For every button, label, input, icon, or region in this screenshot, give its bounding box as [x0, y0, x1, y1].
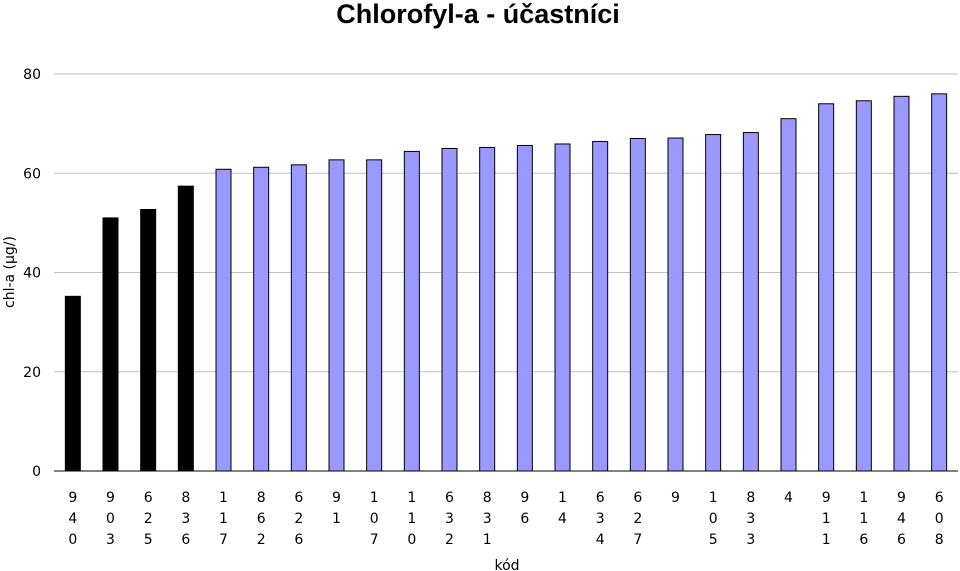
bar-911: [818, 103, 835, 472]
bar-946: [893, 95, 910, 472]
bar-634: [592, 140, 609, 472]
bar-4: [780, 118, 797, 472]
y-tick-labels: 0 20 40 60 80: [23, 67, 41, 480]
bar-632: [441, 147, 458, 472]
bar-627: [629, 138, 646, 472]
bar-14: [554, 143, 571, 472]
gridlines: [54, 73, 958, 373]
x-tick-label: 9: [671, 490, 680, 506]
bar-107: [366, 159, 383, 472]
bar-625: [140, 208, 157, 472]
bar-117: [215, 168, 232, 472]
y-tick-label: 60: [23, 166, 41, 182]
bar-9: [667, 137, 684, 472]
bar-91: [328, 159, 345, 472]
bar-836: [177, 185, 194, 472]
chart-title: Chlorofyl-a - účastníci: [336, 0, 620, 29]
bar-626: [290, 164, 307, 472]
y-tick-label: 20: [23, 365, 41, 381]
bar-862: [253, 166, 270, 472]
x-tick-labels: 9 4 0 9 0 3 6 2 5 8 3 6 1 1 7 8 6 2 6 2 6 9 1 1 0 7 1 1 0 6 3 2 8 3 1 9 6 1 4 6…: [68, 490, 943, 548]
bar-903: [102, 217, 119, 472]
bar-105: [705, 134, 722, 472]
y-tick-label: 80: [23, 67, 41, 83]
y-tick-label: 40: [23, 266, 41, 282]
y-axis-label: chl-a (µg/): [2, 236, 18, 308]
bar-608: [931, 93, 948, 472]
bar-116: [855, 100, 872, 472]
bar-940: [64, 295, 81, 472]
x-axis-label: kód: [494, 558, 519, 571]
bar-110: [403, 150, 420, 472]
bar-831: [479, 146, 496, 472]
x-tick-label: 4: [784, 490, 793, 506]
bars: [64, 93, 948, 472]
bar-833: [742, 132, 759, 472]
y-tick-label: 0: [32, 464, 41, 480]
bar-96: [516, 144, 533, 472]
